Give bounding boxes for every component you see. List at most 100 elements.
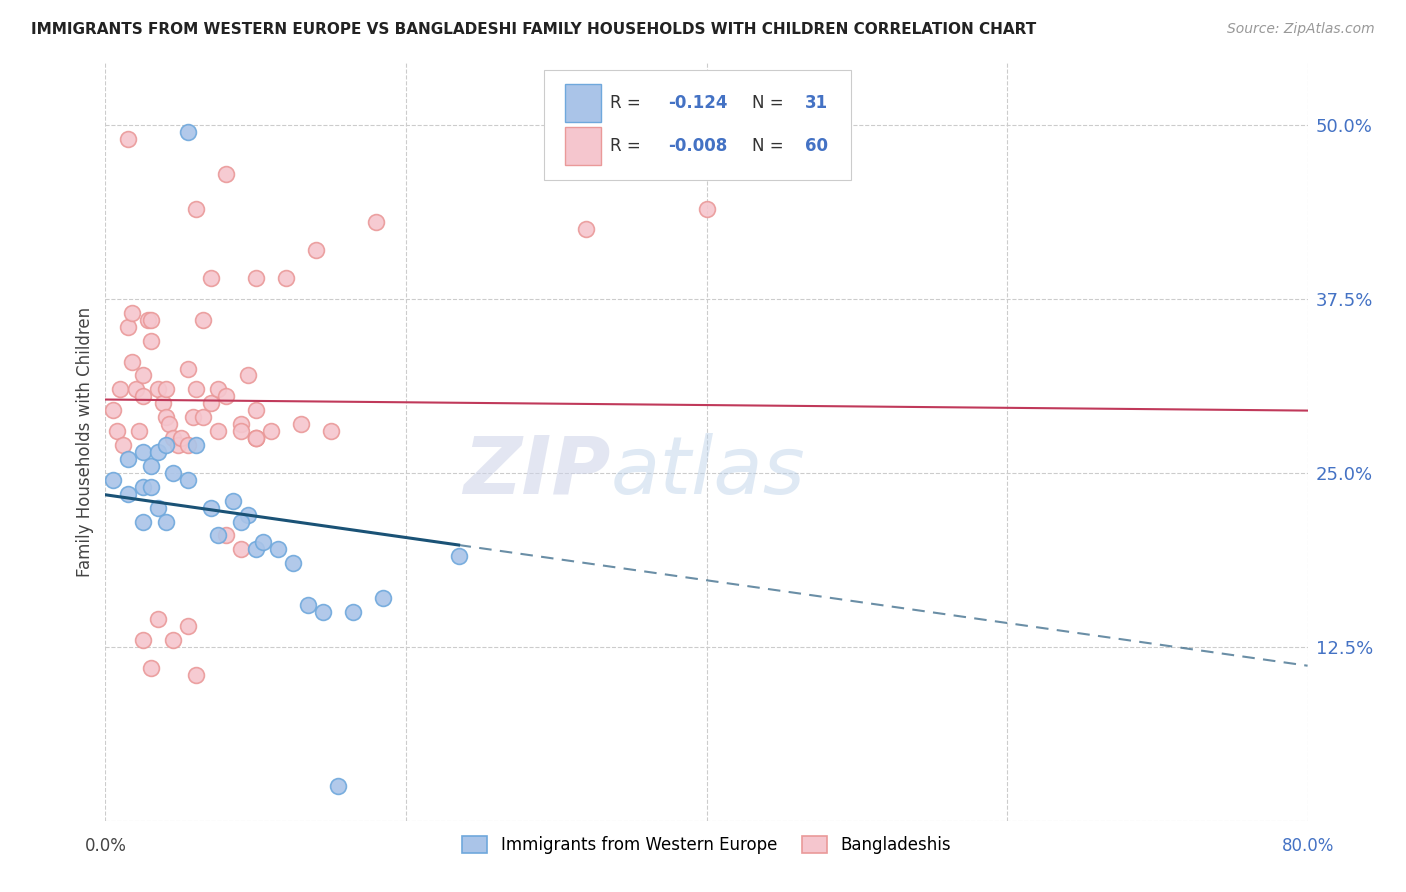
Point (139, 458, 162, 473)
Text: 31: 31 (806, 94, 828, 112)
Point (146, 383, 169, 397)
Point (342, 605, 364, 619)
Point (162, 431, 184, 445)
Text: R =: R = (610, 94, 647, 112)
Point (200, 396, 222, 410)
Point (169, 431, 191, 445)
Point (101, 403, 124, 417)
Point (101, 473, 124, 487)
Point (139, 313, 162, 327)
Point (166, 438, 188, 452)
Point (245, 403, 267, 417)
Point (117, 132, 139, 146)
Point (139, 334, 162, 348)
Point (128, 424, 150, 438)
Point (117, 451, 139, 466)
Text: IMMIGRANTS FROM WESTERN EUROPE VS BANGLADESHI FAMILY HOUSEHOLDS WITH CHILDREN CO: IMMIGRANTS FROM WESTERN EUROPE VS BANGLA… (31, 22, 1036, 37)
Point (132, 515, 155, 529)
Point (245, 542, 267, 557)
Point (146, 445, 169, 459)
Text: N =: N = (752, 94, 789, 112)
Point (207, 528, 229, 542)
Point (117, 486, 139, 500)
Point (252, 535, 274, 549)
Point (245, 431, 267, 445)
FancyBboxPatch shape (544, 70, 851, 180)
Point (112, 438, 135, 452)
Point (305, 244, 328, 258)
Point (155, 383, 177, 397)
Point (155, 438, 177, 452)
Text: -0.008: -0.008 (668, 136, 727, 155)
Point (157, 417, 180, 432)
Point (229, 417, 252, 432)
Point (184, 383, 207, 397)
Text: atlas: atlas (610, 433, 806, 511)
FancyBboxPatch shape (565, 127, 600, 165)
Point (319, 424, 342, 438)
Point (267, 542, 290, 557)
Point (191, 313, 214, 327)
Point (200, 271, 222, 285)
Point (177, 619, 200, 633)
Point (162, 632, 184, 647)
Point (260, 424, 283, 438)
Point (117, 319, 139, 334)
Point (177, 361, 200, 376)
Point (146, 500, 169, 515)
Point (373, 591, 395, 605)
Point (229, 424, 252, 438)
Point (152, 396, 174, 410)
Point (146, 612, 169, 626)
Y-axis label: Family Households with Children: Family Households with Children (76, 307, 94, 576)
Text: R =: R = (610, 136, 647, 155)
Point (110, 383, 132, 397)
Point (162, 466, 184, 480)
Point (121, 354, 143, 368)
Point (214, 389, 236, 403)
Point (297, 598, 319, 612)
Text: -0.124: -0.124 (668, 94, 727, 112)
Point (245, 431, 267, 445)
Point (207, 424, 229, 438)
Point (214, 167, 236, 181)
Point (290, 417, 312, 432)
Text: 80.0%: 80.0% (1281, 838, 1334, 855)
Point (283, 556, 305, 570)
Text: Source: ZipAtlas.com: Source: ZipAtlas.com (1227, 22, 1375, 37)
Point (696, 202, 718, 216)
Point (177, 125, 200, 139)
Point (184, 438, 207, 452)
Point (132, 445, 155, 459)
Text: 60: 60 (806, 136, 828, 155)
Point (222, 493, 245, 508)
Point (132, 632, 155, 647)
FancyBboxPatch shape (565, 84, 600, 121)
Point (184, 202, 207, 216)
Point (177, 438, 200, 452)
Point (207, 383, 229, 397)
Point (132, 368, 155, 383)
Point (139, 480, 162, 494)
Point (107, 424, 129, 438)
Point (132, 389, 155, 403)
Point (155, 515, 177, 529)
Point (139, 660, 162, 674)
Point (191, 410, 214, 425)
Text: ZIP: ZIP (463, 433, 610, 511)
Point (328, 779, 350, 793)
Point (200, 500, 222, 515)
Point (229, 542, 252, 557)
Point (245, 431, 267, 445)
Point (245, 271, 267, 285)
Legend: Immigrants from Western Europe, Bangladeshis: Immigrants from Western Europe, Banglade… (463, 836, 950, 854)
Text: N =: N = (752, 136, 789, 155)
Point (184, 667, 207, 681)
Point (575, 222, 598, 236)
Point (238, 368, 260, 383)
Point (121, 306, 143, 320)
Point (181, 410, 204, 425)
Point (155, 410, 177, 425)
Point (447, 549, 470, 564)
Point (229, 515, 252, 529)
